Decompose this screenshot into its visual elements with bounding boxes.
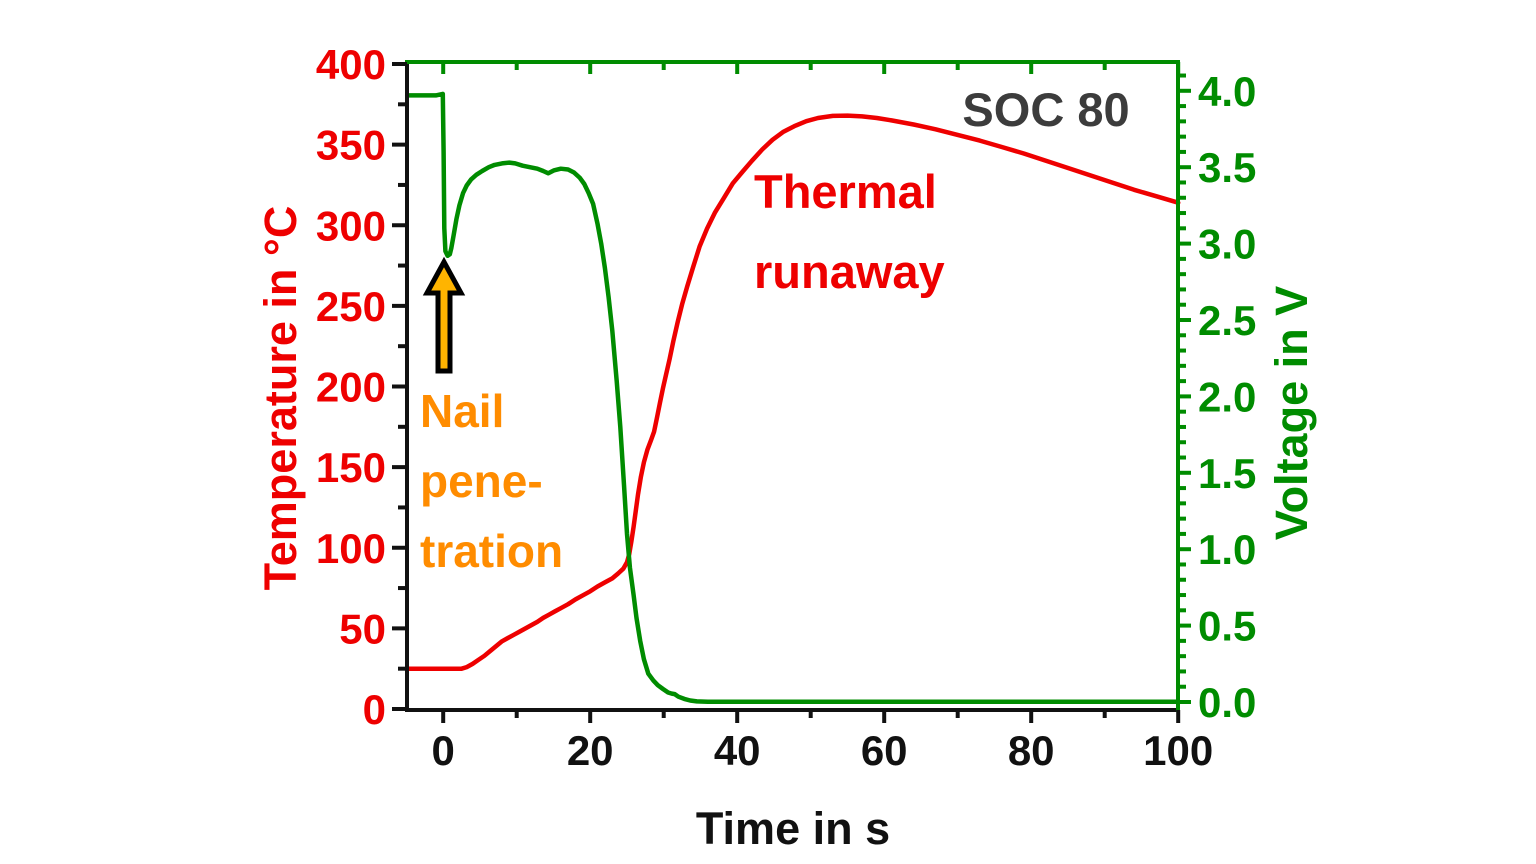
right-tick-label: 3.5 [1198,144,1256,191]
right-tick-label: 4.0 [1198,68,1256,115]
left-tick-label: 200 [316,364,386,411]
soc-annotation: SOC 80 [962,83,1130,136]
left-tick-label: 150 [316,444,386,491]
left-tick-label: 350 [316,122,386,169]
right-tick-label: 1.5 [1198,450,1256,497]
thermal-runaway-annotation: Thermal runaway [754,152,945,312]
x-tick-label: 80 [1008,727,1055,774]
x-tick-label: 0 [432,727,455,774]
nail-penetration-annotation: Nail pene- tration [420,376,563,586]
right-tick-label: 2.0 [1198,373,1256,420]
left-tick-label: 300 [316,202,386,249]
x-tick-label: 40 [714,727,761,774]
left-tick-label: 0 [363,686,386,733]
left-tick-label: 250 [316,283,386,330]
left-axis-title: Temperature in °C [255,205,306,591]
right-tick-label: 2.5 [1198,297,1256,344]
right-tick-label: 1.0 [1198,526,1256,573]
left-tick-label: 400 [316,41,386,88]
x-tick-label: 100 [1143,727,1213,774]
right-axis-title: Voltage in V [1266,285,1317,541]
thermal-runaway-line1: Thermal [754,165,937,218]
nail-penetration-line3: tration [420,525,564,577]
nail-penetration-line1: Nail [420,385,505,437]
x-axis-title: Time in s [695,803,891,854]
nail-penetration-line2: pene- [420,455,543,507]
temperature-curve [404,113,1181,671]
thermal-runaway-line2: runaway [754,245,945,298]
x-tick-label: 60 [861,727,908,774]
left-tick-label: 100 [316,525,386,572]
voltage-curve [404,91,1181,704]
nail-penetration-arrow-icon [422,256,466,374]
right-tick-label: 0.5 [1198,603,1256,650]
right-tick-label: 0.0 [1198,679,1256,726]
left-tick-label: 50 [339,605,386,652]
right-tick-label: 3.0 [1198,221,1256,268]
x-tick-label: 20 [567,727,614,774]
